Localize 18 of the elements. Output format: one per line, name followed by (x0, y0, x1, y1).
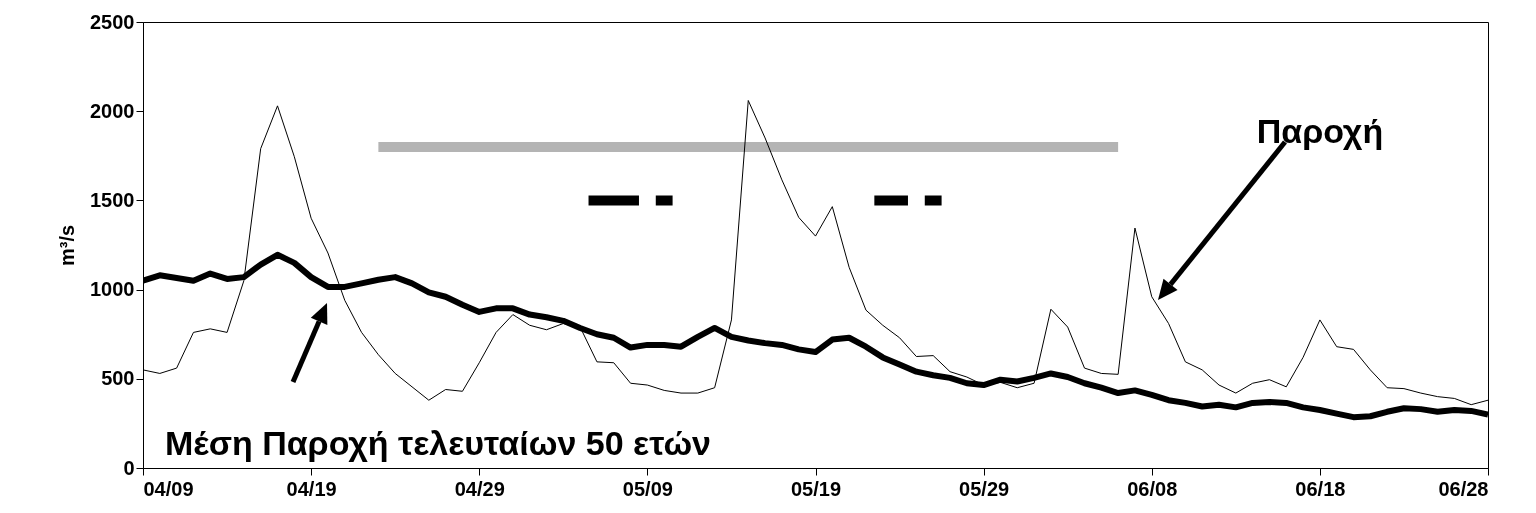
y-tick-label: 1000 (90, 278, 135, 301)
annotation: Παροχή (1256, 112, 1384, 150)
x-tick-label: 04/29 (454, 477, 505, 500)
x-tick-label: 04/19 (286, 477, 337, 500)
y-tick-label: 1500 (90, 188, 135, 211)
x-tick-label: 04/09 (143, 477, 194, 500)
x-tick-label: 06/08 (1127, 477, 1178, 500)
y-axis-title: m³/s (56, 224, 79, 267)
x-tick-label: 05/09 (622, 477, 673, 500)
y-tick-label: 0 (123, 456, 135, 479)
annotation: Μέση Παροχή τελευταίων 50 ετών (165, 424, 712, 462)
x-tick-label: 05/29 (959, 477, 1010, 500)
x-tick-label: 06/18 (1295, 477, 1346, 500)
x-tick-label: 05/19 (790, 477, 842, 500)
y-tick-label: 500 (101, 367, 135, 390)
y-tick-label: 2000 (90, 99, 135, 122)
y-tick-label: 2500 (90, 10, 135, 33)
x-tick-label: 06/28 (1438, 477, 1489, 500)
